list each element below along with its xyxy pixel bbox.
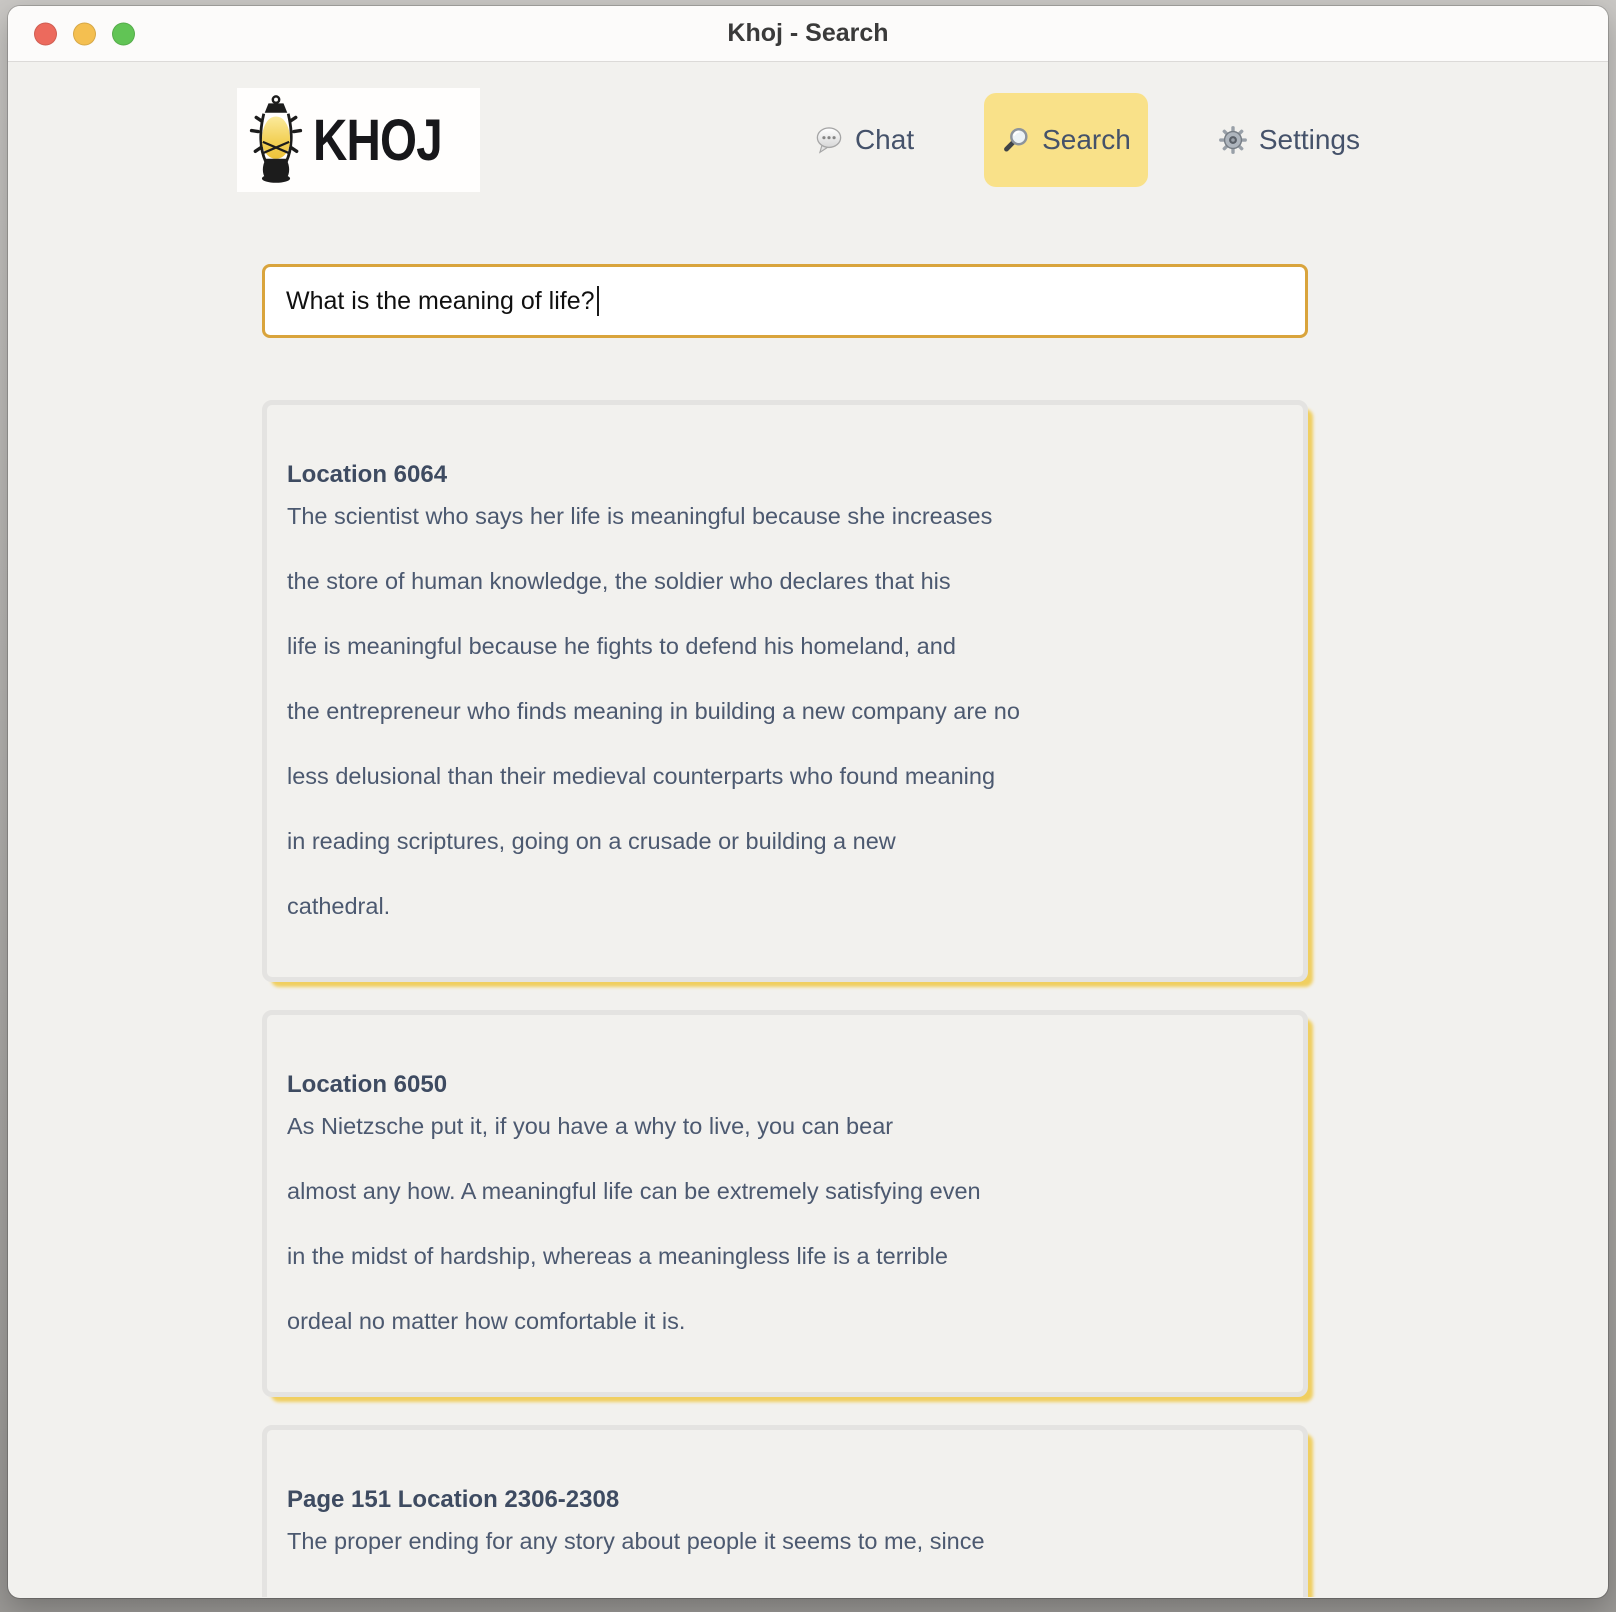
result-body: The scientist who says her life is meani…: [287, 504, 1283, 919]
result-line: the entrepreneur who finds meaning in bu…: [287, 698, 1020, 724]
nav-item-label: Chat: [854, 124, 915, 155]
result-line: The proper ending for any story about pe…: [287, 1528, 985, 1554]
result-line: in reading scriptures, going on a crusad…: [287, 828, 896, 854]
text-cursor: [596, 286, 599, 316]
result-line: almost any how. A meaningful life can be…: [287, 1178, 981, 1204]
result-card: Location 6064 The scientist who says her…: [262, 400, 1308, 982]
result-body: The proper ending for any story about pe…: [287, 1529, 1283, 1554]
lantern-icon: [249, 95, 303, 183]
logo-wordmark: KHOJ: [313, 107, 443, 173]
header: KHOJ: [8, 62, 1608, 192]
result-line: The scientist who says her life is meani…: [287, 503, 993, 529]
nav-item-label: Search: [1042, 124, 1131, 155]
nav-bar: Chat Search: [814, 93, 1360, 187]
result-line: As Nietzsche put it, if you have a why t…: [287, 1113, 894, 1139]
zoom-button[interactable]: [112, 22, 135, 45]
result-line: life is meaningful because he fights to …: [287, 633, 956, 659]
app-window: Khoj - Search: [8, 6, 1608, 1598]
result-body: As Nietzsche put it, if you have a why t…: [287, 1114, 1283, 1334]
magnifying-glass-icon: [1004, 128, 1028, 152]
result-title: Page 151 Location 2306-2308: [287, 1486, 620, 1513]
content-scroll-area[interactable]: KHOJ: [8, 62, 1608, 1597]
result-line: less delusional than their medieval coun…: [287, 763, 996, 789]
speech-balloon-icon: [816, 127, 842, 154]
nav-item-search[interactable]: Search: [984, 93, 1148, 187]
traffic-lights: [34, 22, 135, 45]
search-query-text: What is the meaning of life?: [286, 286, 595, 315]
close-button[interactable]: [34, 22, 57, 45]
result-card: Page 151 Location 2306-2308 The proper e…: [262, 1425, 1308, 1597]
window-title: Khoj - Search: [727, 19, 889, 47]
search-row: What is the meaning of life?: [262, 264, 1308, 338]
title-bar: Khoj - Search: [8, 6, 1608, 62]
nav-item-chat[interactable]: Chat: [814, 124, 914, 156]
search-input[interactable]: What is the meaning of life?: [262, 264, 1308, 338]
result-title: Location 6050: [287, 1071, 448, 1098]
nav-item-label: Settings: [1258, 124, 1360, 155]
result-line: ordeal no matter how comfortable it is.: [287, 1308, 686, 1334]
minimize-button[interactable]: [73, 22, 96, 45]
khoj-logo: KHOJ: [237, 88, 481, 192]
result-line: the store of human knowledge, the soldie…: [287, 568, 951, 594]
result-card: Location 6050 As Nietzsche put it, if yo…: [262, 1010, 1308, 1397]
result-line: cathedral.: [287, 893, 391, 919]
result-line: in the midst of hardship, whereas a mean…: [287, 1243, 948, 1269]
result-title: Location 6064: [287, 461, 448, 488]
results-list: Location 6064 The scientist who says her…: [262, 400, 1308, 1597]
gear-icon: [1218, 126, 1247, 154]
nav-item-settings[interactable]: Settings: [1218, 124, 1360, 156]
